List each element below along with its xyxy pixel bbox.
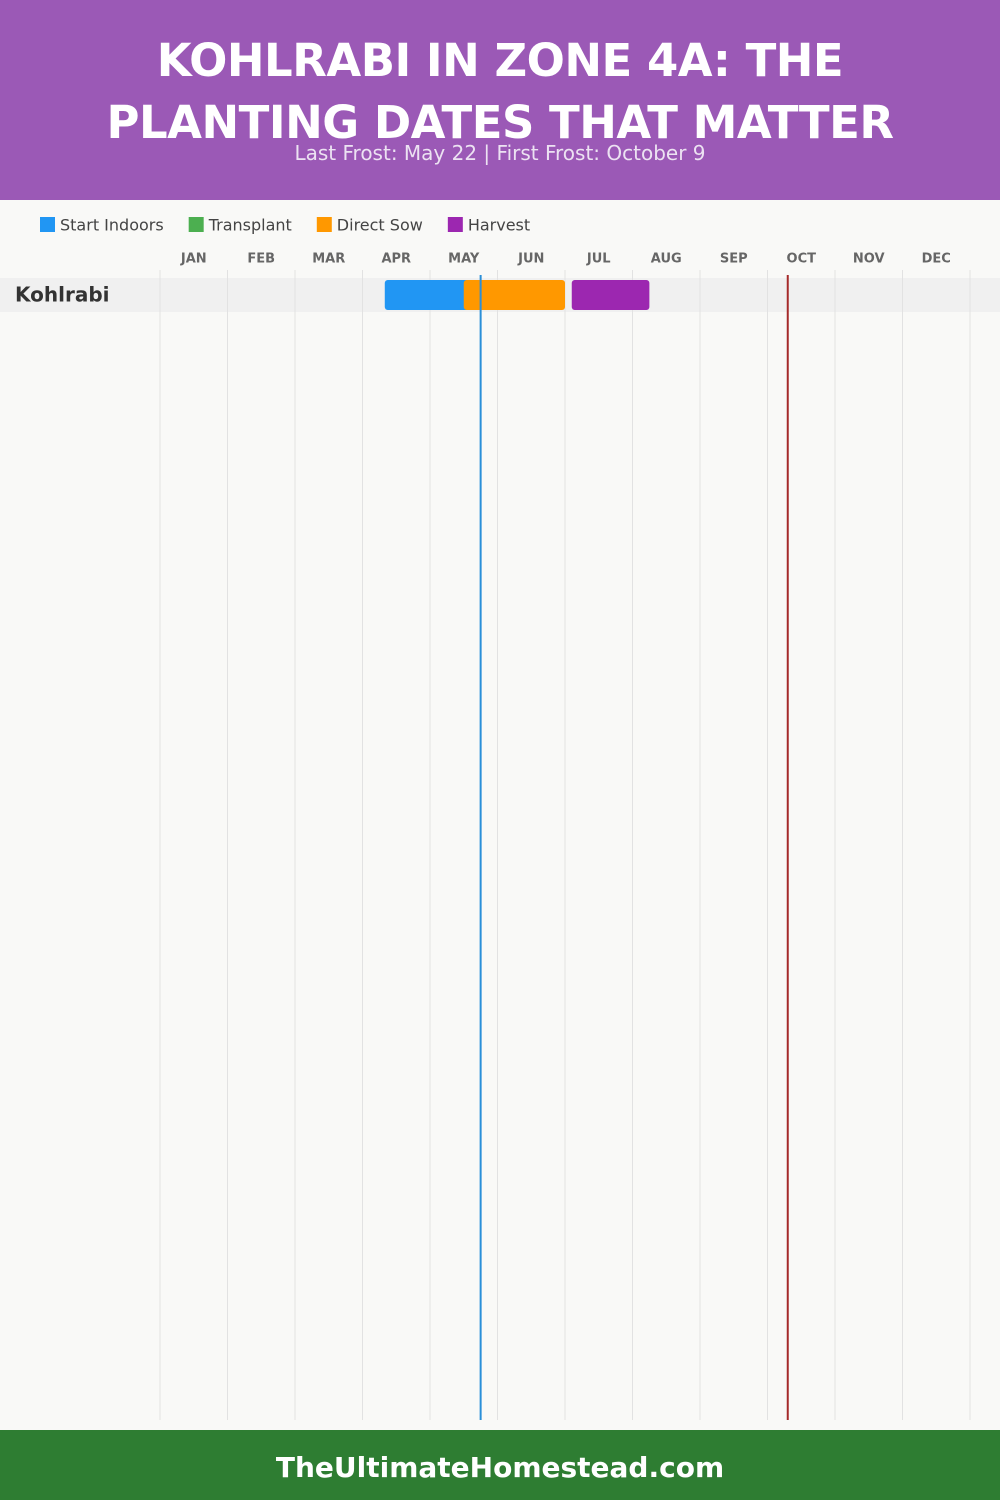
x-tick-label: APR	[381, 252, 411, 267]
legend-label: Harvest	[468, 216, 530, 235]
x-tick-label: JAN	[180, 252, 207, 267]
phase-bar	[384, 280, 471, 310]
legend-swatch	[316, 217, 332, 232]
phase-bar	[463, 280, 565, 310]
x-tick-label: MAR	[312, 252, 345, 267]
x-tick-label: NOV	[853, 252, 885, 267]
x-tick-label: JUN	[517, 252, 544, 267]
x-tick-label: DEC	[922, 252, 951, 267]
legend-label: Direct Sow	[337, 216, 423, 235]
x-tick-label: MAY	[448, 252, 480, 267]
x-tick-label: FEB	[247, 252, 275, 267]
chart-title: KOHLRABI IN ZONE 4A: THE PLANTING DATES …	[106, 34, 894, 149]
legend-label: Start Indoors	[60, 216, 164, 235]
legend-swatch	[447, 217, 463, 232]
phase-bar	[571, 280, 650, 310]
chart-subtitle: Last Frost: May 22 | First Frost: Octobe…	[294, 141, 706, 165]
legend-swatch	[188, 217, 204, 232]
header	[0, 0, 1000, 200]
x-tick-label: SEP	[720, 252, 748, 267]
x-tick-label: OCT	[787, 252, 817, 267]
x-tick-label: JUL	[586, 252, 611, 267]
legend-swatch	[40, 217, 55, 232]
row-label: Kohlrabi	[15, 283, 110, 307]
x-tick-label: AUG	[651, 252, 682, 267]
legend-label: Transplant	[208, 216, 292, 235]
footer	[0, 1430, 1000, 1500]
footer-text: TheUltimateHomestead.com	[275, 1451, 725, 1484]
